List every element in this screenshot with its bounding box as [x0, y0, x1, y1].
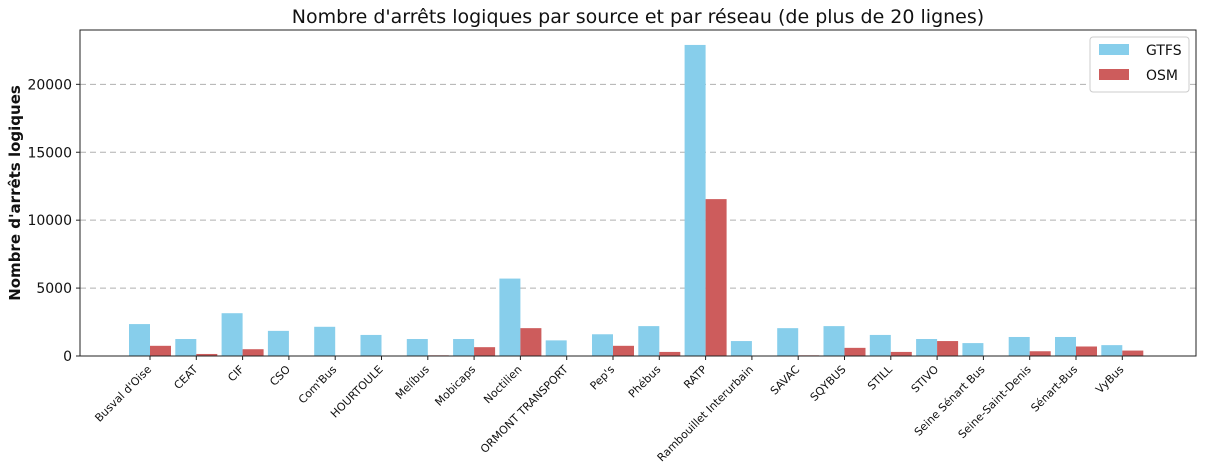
- bar-gtfs: [684, 44, 706, 357]
- bar-gtfs: [221, 313, 243, 356]
- y-tick-label: 5000: [36, 281, 72, 297]
- x-tick-label: Noctilien: [481, 363, 524, 406]
- x-tick-label: CSO: [267, 363, 293, 389]
- bar-osm: [937, 341, 959, 356]
- y-tick-label: 0: [63, 349, 72, 365]
- x-tick-label: STIVO: [909, 363, 942, 396]
- legend: GTFS OSM: [1089, 36, 1190, 93]
- bar-gtfs: [453, 339, 475, 356]
- grid-lines: [80, 83, 1196, 289]
- bar-gtfs: [638, 326, 660, 356]
- bar-osm: [890, 351, 912, 356]
- bar-gtfs: [1008, 336, 1030, 356]
- bar-osm: [705, 199, 727, 356]
- bar-gtfs: [869, 334, 891, 356]
- plot-frame: [79, 29, 1197, 357]
- legend-swatch-osm: [1099, 69, 1129, 80]
- x-tick-label: Melíbus: [393, 363, 432, 402]
- y-axis-ticks: 0 5000 10000 15000 20000: [27, 77, 80, 365]
- bar-osm: [1029, 351, 1051, 356]
- x-tick-label: Pep's: [588, 363, 618, 393]
- bar-gtfs: [267, 330, 289, 356]
- x-tick-label: RATP: [681, 363, 710, 392]
- bar-gtfs: [1101, 345, 1123, 356]
- y-tick-label: 15000: [27, 145, 72, 161]
- bar-gtfs: [314, 326, 336, 356]
- bar-gtfs: [1055, 336, 1076, 356]
- bar-osm: [1076, 346, 1097, 356]
- bar-gtfs: [499, 278, 521, 356]
- bar-gtfs: [777, 328, 799, 356]
- legend-label-osm: OSM: [1146, 68, 1178, 84]
- bar-gtfs: [962, 343, 984, 356]
- y-axis-label: Nombre d'arrêts logiques: [6, 85, 24, 301]
- bar-gtfs: [175, 339, 197, 356]
- bar-osm: [613, 345, 634, 356]
- x-tick-label: SQYBUS: [808, 363, 849, 404]
- bar-gtfs: [406, 339, 428, 356]
- bar-gtfs: [730, 341, 752, 356]
- bar-osm: [520, 328, 542, 356]
- x-tick-label: ORMONT TRANSPORT: [478, 363, 571, 456]
- y-tick-label: 20000: [27, 77, 72, 93]
- bar-gtfs: [592, 334, 613, 356]
- bar-gtfs: [129, 324, 150, 356]
- bars-group: [129, 44, 1144, 357]
- x-tick-label: Rambouillet Interurbain: [655, 363, 756, 464]
- x-tick-label: Phébus: [626, 363, 664, 401]
- bar-osm: [196, 353, 218, 356]
- legend-swatch-gtfs: [1099, 44, 1129, 55]
- x-tick-label: Mobicaps: [432, 363, 478, 409]
- legend-label-gtfs: GTFS: [1146, 43, 1182, 59]
- x-tick-label: CEAT: [171, 363, 200, 392]
- x-tick-label: SAVAC: [768, 363, 803, 398]
- bar-osm: [844, 347, 866, 356]
- x-tick-label: VyBus: [1093, 363, 1126, 396]
- bar-gtfs: [545, 340, 567, 356]
- bar-gtfs: [916, 339, 938, 356]
- bar-osm: [474, 347, 496, 356]
- x-tick-label: Busval d'Oise: [92, 363, 154, 425]
- x-tick-label: Com'Bus: [296, 363, 340, 407]
- x-tick-label: CIF: [225, 363, 246, 384]
- x-tick-label: STILL: [865, 362, 895, 392]
- chart-title: Nombre d'arrêts logiques par source et p…: [292, 6, 984, 28]
- bar-osm: [150, 345, 171, 356]
- bar-gtfs: [823, 326, 845, 356]
- y-tick-label: 10000: [27, 213, 72, 229]
- bar-gtfs: [360, 334, 382, 356]
- bar-osm: [242, 349, 264, 356]
- bar-osm: [1122, 350, 1144, 356]
- x-tick-label: Sénart-Bus: [1028, 363, 1080, 415]
- bar-osm: [659, 351, 681, 356]
